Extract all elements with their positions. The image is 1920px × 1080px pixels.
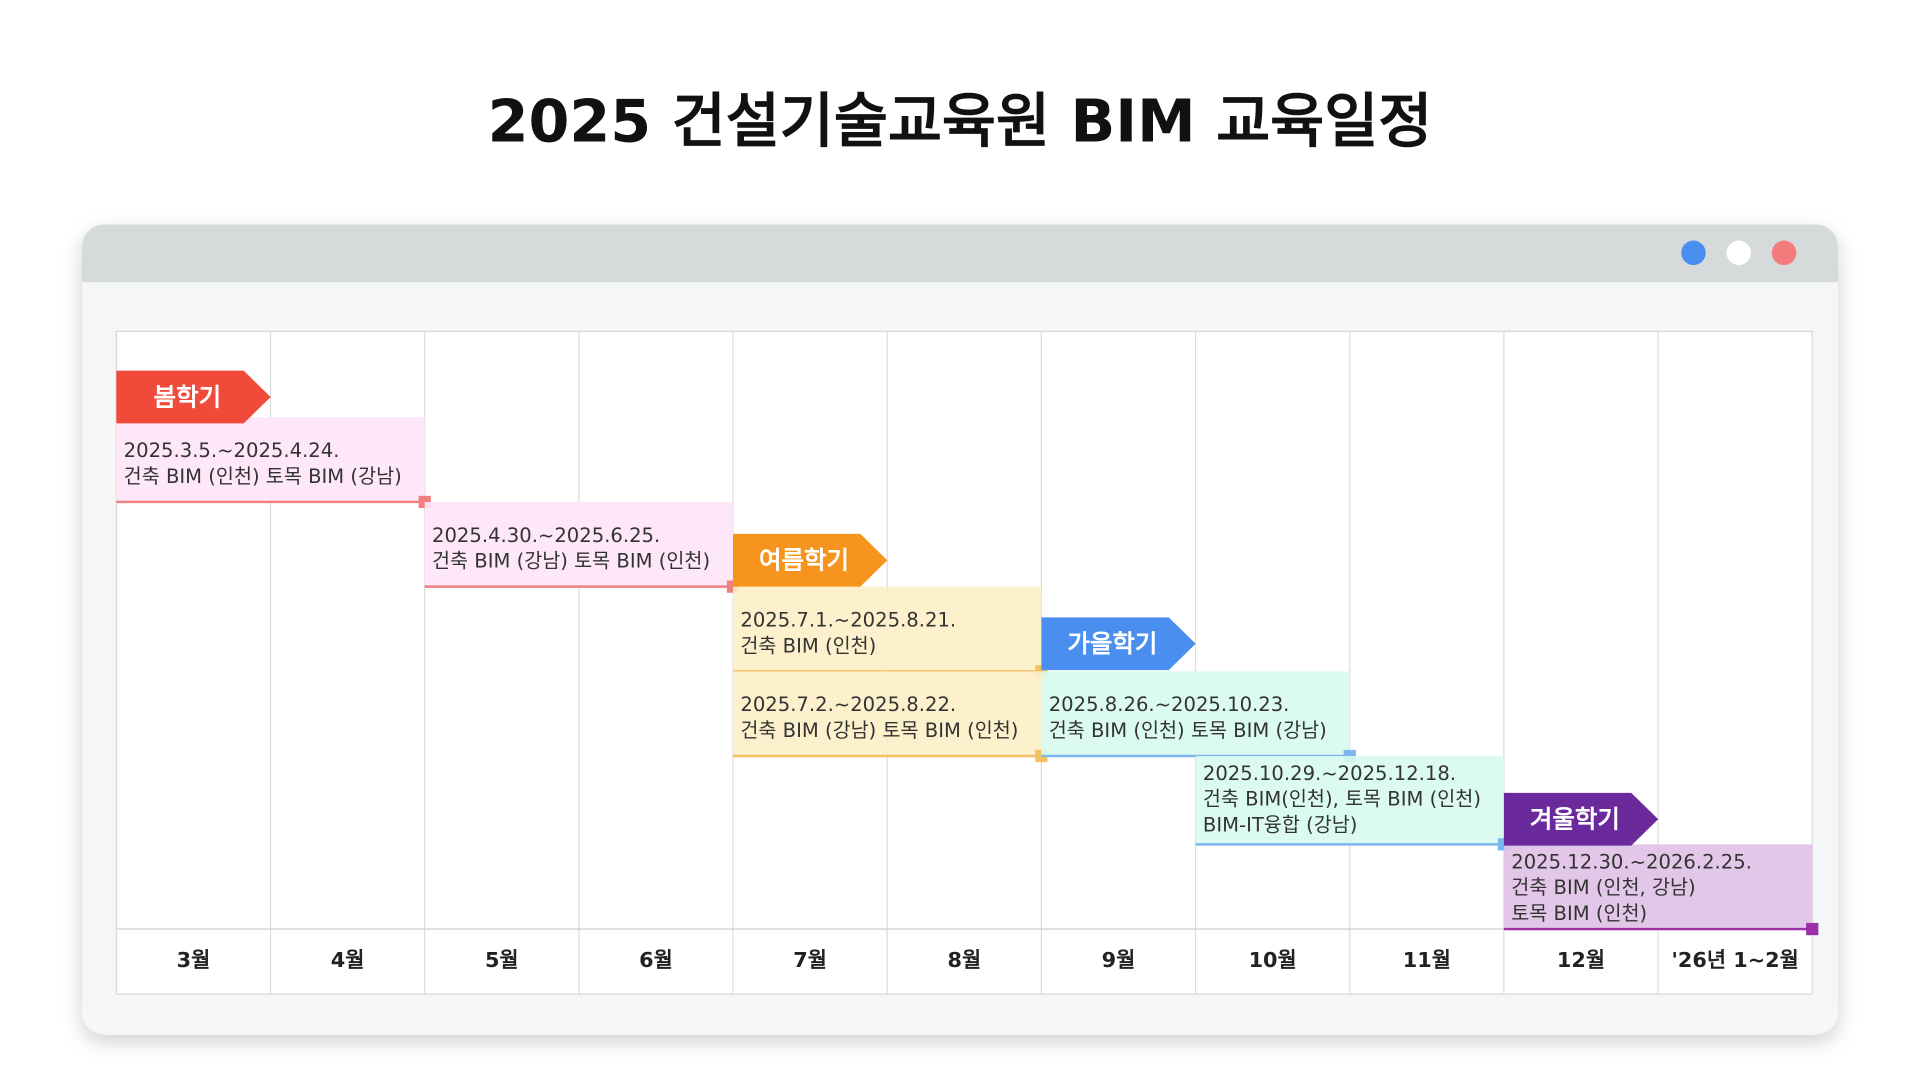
session-dates: 2025.7.2.~2025.8.22. bbox=[740, 693, 956, 716]
term-label: 봄학기 bbox=[154, 382, 222, 411]
window-dot bbox=[1726, 240, 1752, 266]
session-text: 건축 BIM (인천) bbox=[740, 634, 876, 657]
month-label: 11월 bbox=[1403, 948, 1451, 972]
window-bar bbox=[82, 224, 1838, 283]
session-text: 건축 BIM (인천) 토목 BIM (강남) bbox=[124, 465, 402, 488]
month-label: 9월 bbox=[1102, 948, 1136, 972]
session-dates: 2025.12.30.~2026.2.25. bbox=[1511, 850, 1752, 873]
session-box bbox=[733, 586, 1042, 672]
term-label: 겨울학기 bbox=[1530, 804, 1620, 833]
session-dates: 2025.8.26.~2025.10.23. bbox=[1049, 693, 1290, 716]
session-box bbox=[1503, 844, 1813, 930]
term-tag bbox=[733, 533, 888, 587]
session-dates: 2025.4.30.~2025.6.25. bbox=[432, 524, 660, 547]
session-text: 건축 BIM (강남) 토목 BIM (인천) bbox=[740, 719, 1018, 742]
session-box bbox=[424, 501, 734, 587]
month-label: 12월 bbox=[1557, 948, 1605, 972]
month-label: 3월 bbox=[177, 948, 211, 972]
month-label: 5월 bbox=[485, 948, 519, 972]
session-end bbox=[1806, 922, 1819, 936]
month-label: '26년 1~2월 bbox=[1672, 948, 1799, 972]
session-text: 건축 BIM(인천), 토목 BIM (인천) bbox=[1203, 788, 1481, 811]
session-dates: 2025.3.5.~2025.4.24. bbox=[124, 439, 340, 462]
session-text: 건축 BIM (인천) 토목 BIM (강남) bbox=[1049, 719, 1327, 742]
session-text: 건축 BIM (강남) 토목 BIM (인천) bbox=[432, 550, 710, 573]
term-label: 여름학기 bbox=[759, 545, 849, 574]
term-tag bbox=[116, 370, 271, 424]
session-dates: 2025.7.1.~2025.8.21. bbox=[740, 608, 956, 631]
session-box bbox=[733, 671, 1042, 756]
window-dot bbox=[1771, 240, 1797, 266]
window-dot bbox=[1681, 240, 1706, 266]
session-text: BIM-IT융합 (강남) bbox=[1203, 813, 1358, 836]
session-box bbox=[1195, 756, 1504, 845]
month-label: 4월 bbox=[331, 948, 365, 972]
session-text: 토목 BIM (인천) bbox=[1511, 902, 1647, 925]
month-label: 7월 bbox=[793, 948, 827, 972]
session-box bbox=[116, 417, 425, 502]
session-text: 건축 BIM (인천, 강남) bbox=[1511, 876, 1695, 899]
timeline: 3월 4월 5월 6월 7월 8월 9월 10월 11월 12월 '26년 1~2월 2025.3.5… bbox=[116, 331, 1819, 995]
session-dates: 2025.10.29.~2025.12.18. bbox=[1203, 762, 1456, 785]
month-label: 6월 bbox=[639, 948, 673, 972]
term-tag bbox=[1503, 792, 1659, 846]
page-title: 2025 건설기술교육원 BIM 교육일정 bbox=[488, 86, 1433, 155]
term-label: 가을학기 bbox=[1067, 629, 1157, 658]
term-tag bbox=[1041, 617, 1196, 671]
month-label: 8월 bbox=[947, 948, 981, 972]
session-box bbox=[1041, 671, 1350, 756]
month-label: 10월 bbox=[1249, 948, 1297, 972]
